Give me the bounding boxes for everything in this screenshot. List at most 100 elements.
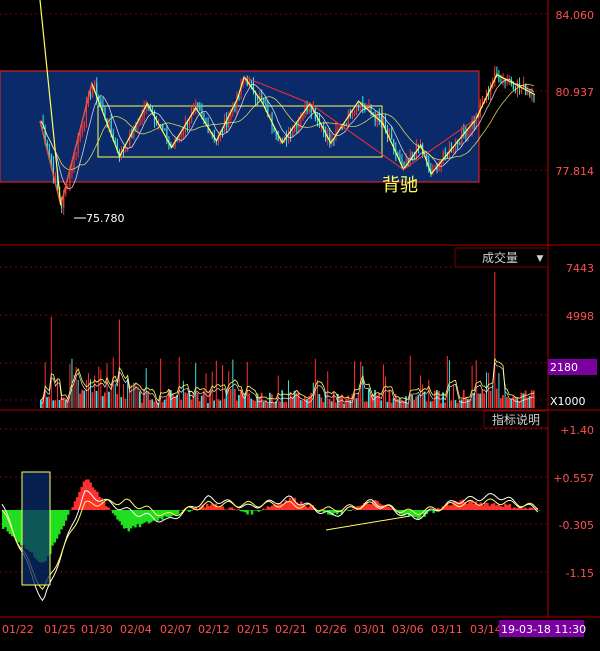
volume-bar [172, 393, 174, 408]
indicator-histogram-bar [203, 507, 207, 510]
volume-bar [363, 401, 366, 408]
volume-menu-button[interactable]: 成交量 ▼ [454, 247, 549, 268]
volume-bar [225, 390, 228, 408]
volume-bar [262, 401, 265, 408]
indicator-histogram-bar [490, 503, 494, 510]
candle-body [79, 132, 81, 140]
x-tick-label: 02/12 [198, 623, 230, 636]
indicator-tick-label: +1.40 [560, 424, 594, 437]
volume-bar [332, 392, 335, 408]
indicator-histogram-bar [17, 510, 21, 543]
indicator-histogram-bar [474, 501, 478, 510]
volume-bar [279, 401, 282, 408]
volume-bar [81, 389, 84, 408]
indicator-help-frame[interactable] [483, 410, 549, 429]
current-volume-value: 2180 [550, 361, 578, 374]
candle-body [310, 108, 312, 112]
indicator-histogram-bar [55, 510, 59, 539]
indicator-histogram-bar [10, 510, 14, 537]
volume-bar [147, 391, 150, 408]
indicator-histogram-bar [89, 482, 92, 510]
volume-bar [530, 390, 533, 408]
candle-body [440, 161, 442, 165]
volume-bar [454, 400, 457, 408]
indicator-histogram-bar [73, 501, 77, 510]
indicator-histogram-bar [264, 509, 267, 510]
indicator-histogram-bar [293, 497, 296, 510]
candle-body [139, 117, 141, 126]
indicator-histogram-bar [284, 499, 287, 510]
volume-bar [83, 390, 86, 408]
candle-body [283, 135, 286, 140]
indicator-histogram-bar [466, 504, 469, 510]
indicator-histogram-bar [524, 507, 527, 510]
indicator-histogram-bar [75, 497, 79, 510]
indicator-histogram-bar [506, 505, 509, 510]
indicator-histogram-bar [138, 510, 142, 528]
volume-bar [378, 392, 381, 408]
volume-bar [423, 391, 426, 408]
indicator-histogram-bar [452, 501, 456, 510]
candle-body [306, 106, 308, 112]
indicator-histogram-bar [349, 510, 352, 511]
volume-bar [250, 398, 253, 408]
volume-bar [141, 402, 143, 408]
candle-body [388, 133, 391, 136]
indicator-histogram-bar [127, 510, 130, 532]
volume-menu-frame[interactable] [454, 247, 549, 268]
volume-bar [304, 397, 306, 408]
indicator-histogram-bar [78, 491, 81, 510]
volume-bar [506, 397, 508, 408]
indicator-histogram-bar [472, 503, 476, 510]
candle-body [133, 125, 135, 138]
indicator-histogram-bar [4, 510, 7, 528]
indicator-histogram-bar [531, 507, 534, 510]
indicator-histogram-bar [291, 499, 294, 510]
candle-body [182, 132, 184, 136]
chevron-down-icon[interactable]: ▼ [537, 254, 544, 264]
candle-body [355, 105, 358, 111]
candle-body [197, 102, 199, 106]
volume-bar [508, 398, 510, 408]
indicator-histogram-bar [129, 510, 133, 529]
candle-body [108, 120, 110, 126]
indicator-help-label[interactable]: 指标说明 [492, 412, 540, 427]
candle-body [263, 98, 265, 104]
indicator-histogram-bar [282, 503, 285, 510]
volume-bar [392, 398, 395, 408]
indicator-histogram-bar [430, 510, 433, 511]
volume-bar [532, 390, 535, 408]
indicator-histogram-bar [217, 507, 220, 510]
volume-bar [322, 402, 325, 408]
indicator-histogram-bar [499, 506, 503, 510]
volume-bar [248, 393, 251, 408]
volume-bar [176, 394, 178, 408]
indicator-histogram [2, 479, 541, 563]
candle-body [81, 128, 83, 133]
candle-body [345, 124, 347, 126]
volume-bar [295, 393, 298, 408]
indicator-histogram-bar [174, 510, 178, 515]
indicator-histogram-bar [405, 510, 408, 514]
indicator-histogram-bar [179, 510, 182, 511]
indicator-histogram-bar [120, 510, 124, 526]
volume-bar [473, 393, 475, 408]
volume-bar [155, 400, 158, 408]
volume-menu-label[interactable]: 成交量 [482, 250, 518, 265]
candle-body [285, 135, 288, 142]
x-axis: 01/22 01/25 01/30 02/04 02/07 02/12 02/1… [2, 620, 586, 637]
indicator-histogram-bar [226, 509, 229, 511]
indicator-help-button[interactable]: 指标说明 [483, 410, 549, 429]
candle-body [378, 113, 380, 119]
volume-bar [188, 390, 191, 408]
indicator-panel: 指标说明 +1.40 +0.557 -0.305 -1.15 [1, 410, 594, 602]
candle-body [403, 162, 405, 168]
candle-body [316, 118, 319, 120]
volume-bar [431, 400, 434, 408]
candle-body [471, 120, 473, 130]
volume-bar [367, 389, 370, 408]
candle-body [184, 122, 187, 133]
volume-bar [499, 398, 502, 408]
volume-bar [433, 390, 436, 408]
candle-body [141, 115, 143, 118]
